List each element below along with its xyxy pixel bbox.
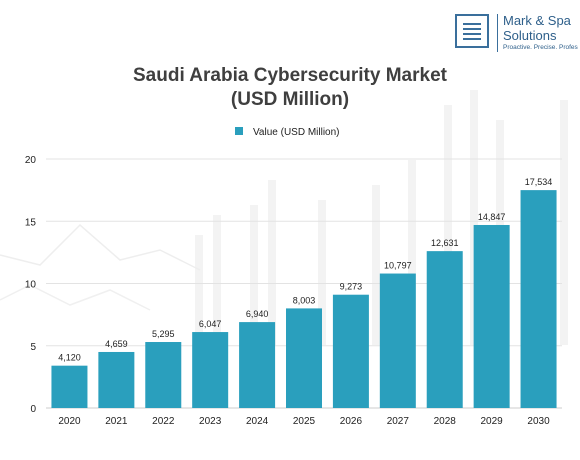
x-tick-label: 2024 — [246, 416, 269, 427]
data-label: 9,273 — [340, 282, 363, 292]
bar — [379, 273, 416, 408]
bar — [286, 308, 322, 408]
bar — [332, 294, 369, 408]
data-label: 17,534 — [525, 177, 553, 187]
data-label: 4,659 — [105, 339, 128, 349]
x-tick-label: 2030 — [527, 416, 550, 427]
data-label: 10,797 — [384, 261, 412, 271]
y-tick-label: 10 — [25, 280, 37, 291]
bar — [145, 342, 182, 408]
company-logo: Mark & Spa Solutions Proactive. Precise.… — [455, 14, 580, 54]
data-label: 12,631 — [431, 238, 459, 248]
logo-subname: Solutions — [503, 28, 557, 43]
bar — [426, 251, 463, 408]
chart-title-line-1: Saudi Arabia Cybersecurity Market — [133, 65, 447, 86]
logo-tagline: Proactive. Precise. Profes — [503, 44, 578, 51]
x-tick-label: 2028 — [434, 416, 457, 427]
logo-name: Mark & Spa — [503, 14, 571, 28]
y-tick-label: 5 — [30, 342, 36, 353]
legend-swatch — [235, 127, 243, 136]
data-label: 6,940 — [246, 309, 269, 319]
data-label: 14,847 — [478, 212, 506, 222]
bar — [520, 190, 557, 408]
x-tick-label: 2027 — [387, 416, 410, 427]
bar — [98, 351, 135, 408]
document-lines-icon — [455, 14, 489, 48]
logo-divider — [497, 14, 498, 52]
chart-legend: Value (USD Million) — [235, 127, 340, 138]
x-tick-label: 2029 — [481, 416, 504, 427]
data-label: 5,295 — [152, 329, 175, 339]
bar — [239, 322, 276, 408]
y-tick-label: 0 — [30, 404, 36, 415]
chart-title-line-2: (USD Million) — [230, 89, 350, 110]
x-tick-label: 2022 — [152, 416, 175, 427]
legend-label: Value (USD Million) — [253, 127, 340, 138]
x-tick-label: 2026 — [340, 416, 363, 427]
data-label: 8,003 — [293, 295, 316, 305]
data-label: 4,120 — [58, 353, 81, 363]
data-label: 6,047 — [199, 319, 222, 329]
x-tick-label: 2020 — [58, 416, 81, 427]
bar — [51, 365, 88, 408]
bar — [473, 224, 510, 408]
bar — [192, 332, 229, 408]
x-tick-label: 2025 — [293, 416, 316, 427]
x-tick-label: 2021 — [105, 416, 128, 427]
x-tick-label: 2023 — [199, 416, 222, 427]
y-tick-label: 15 — [25, 217, 37, 228]
y-tick-label: 20 — [25, 155, 37, 166]
